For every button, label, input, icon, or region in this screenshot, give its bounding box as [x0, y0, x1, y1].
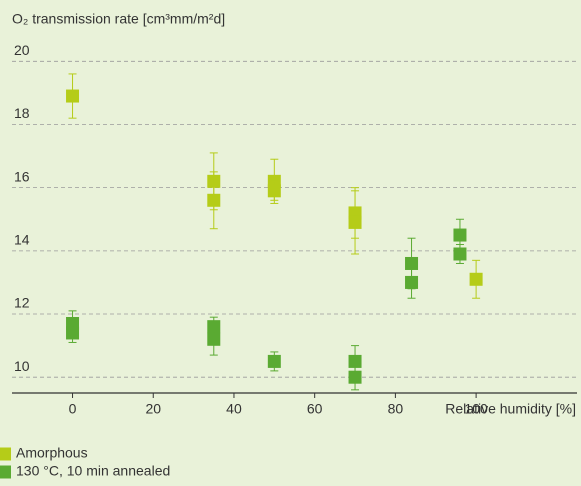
x-tick-label: 20	[145, 401, 161, 417]
y-tick-label: 14	[14, 232, 30, 248]
marker	[405, 275, 419, 289]
marker	[207, 332, 221, 346]
x-tick-label: 0	[69, 401, 77, 417]
marker	[469, 272, 483, 286]
marker	[207, 193, 221, 207]
x-tick-label: 100	[464, 401, 488, 417]
marker	[348, 215, 362, 229]
y-axis-label: O₂ transmission rate [cm³mm/m²d]	[12, 11, 225, 27]
marker	[453, 247, 467, 261]
marker	[66, 326, 80, 340]
marker	[267, 184, 281, 198]
x-tick-label: 80	[388, 401, 404, 417]
y-tick-label: 20	[14, 42, 30, 58]
legend-swatch	[0, 447, 11, 461]
y-tick-label: 12	[14, 295, 30, 311]
legend-label: Amorphous	[16, 445, 88, 461]
y-tick-label: 18	[14, 105, 30, 121]
marker	[267, 354, 281, 368]
x-tick-label: 40	[226, 401, 242, 417]
legend-label: 130 °C, 10 min annealed	[16, 463, 170, 479]
marker	[453, 228, 467, 242]
x-tick-label: 60	[307, 401, 323, 417]
legend-swatch	[0, 465, 11, 479]
y-tick-label: 10	[14, 358, 30, 374]
y-tick-label: 16	[14, 168, 30, 184]
marker	[348, 370, 362, 384]
x-axis-label: Relative humidity [%]	[445, 401, 576, 417]
marker	[66, 89, 80, 103]
